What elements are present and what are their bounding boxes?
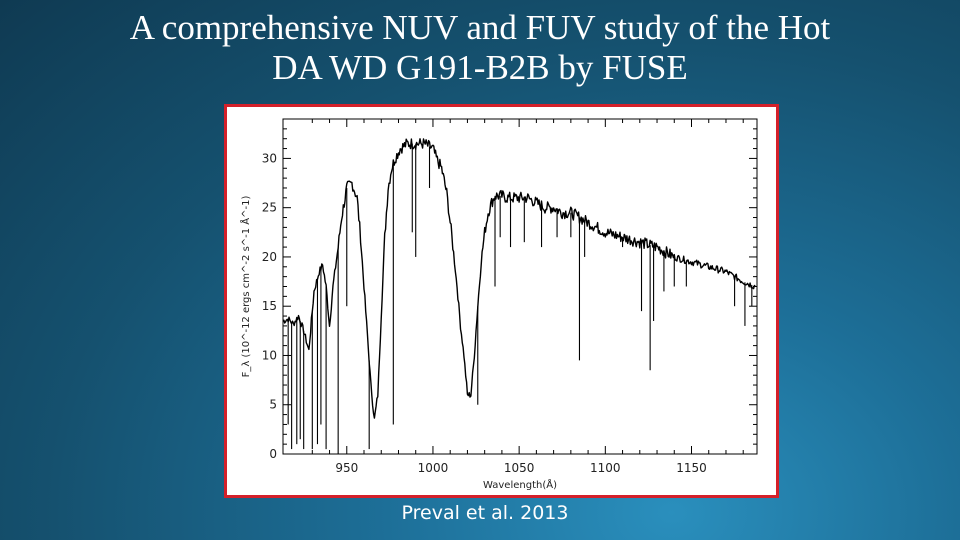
y-tick-label: 10 — [262, 348, 277, 362]
y-tick-label: 30 — [262, 151, 277, 165]
slide-title: A comprehensive NUV and FUV study of the… — [20, 8, 940, 88]
plot-axes-box — [282, 118, 758, 455]
y-tick-label: 15 — [262, 299, 277, 313]
spectrum-figure: 950 1000 1050 1100 1150 0 5 10 15 20 25 30 Waveleng… — [224, 104, 779, 498]
y-tick-label: 5 — [269, 398, 277, 412]
x-axis-label: Wavelength(Å) — [483, 478, 557, 491]
y-tick-label: 25 — [262, 201, 277, 215]
x-tick-label: 1050 — [504, 461, 535, 475]
y-axis-label: F_λ (10^-12 ergs cm^-2 s^-1 Å^-1) — [239, 196, 252, 378]
spectrum-chart: 950 1000 1050 1100 1150 0 5 10 15 20 25 30 Waveleng… — [239, 118, 758, 491]
slide-title-line-2: DA WD G191-B2B by FUSE — [272, 48, 688, 87]
slide-title-line-1: A comprehensive NUV and FUV study of the… — [129, 8, 831, 47]
y-tick-label: 0 — [269, 447, 277, 461]
y-tick-label: 20 — [262, 250, 277, 264]
x-tick-label: 1150 — [676, 461, 707, 475]
x-tick-label: 1100 — [590, 461, 621, 475]
x-tick-label: 950 — [335, 461, 358, 475]
spectrum-line — [282, 138, 756, 419]
x-tick-label: 1000 — [418, 461, 449, 475]
citation-caption: Preval et al. 2013 — [401, 502, 569, 524]
